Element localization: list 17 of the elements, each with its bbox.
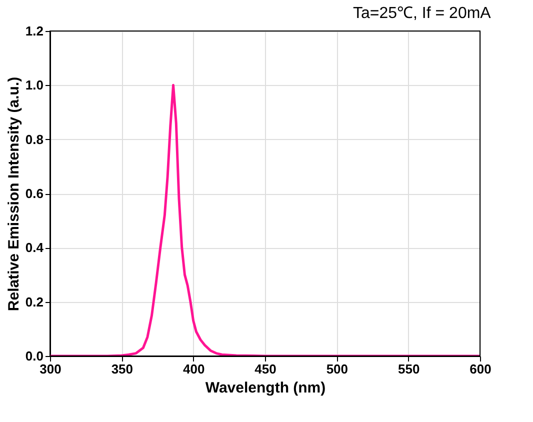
- x-tick-label: 550: [398, 362, 420, 376]
- y-tick-label: 0.4: [25, 240, 44, 256]
- y-tick-label: 1.0: [25, 78, 44, 93]
- y-tick-label: 0.8: [25, 132, 44, 147]
- y-axis-title: Relative Emission Intensity (a.u.): [5, 76, 22, 312]
- y-tick-label: 0.2: [25, 294, 44, 310]
- y-tick-label: 0.0: [25, 348, 44, 364]
- x-tick-label: 350: [111, 362, 134, 376]
- x-tick-label: 400: [182, 362, 205, 376]
- x-axis-title: Wavelength (nm): [205, 380, 326, 396]
- x-tick-label: 450: [254, 362, 276, 376]
- x-tick-label: 600: [470, 362, 492, 376]
- chart-title: Ta=25℃, If = 20mA: [352, 5, 492, 22]
- y-tick-label: 1.2: [25, 24, 44, 38]
- x-tick-label: 300: [40, 362, 62, 376]
- x-tick-label: 500: [326, 362, 348, 376]
- y-tick-label: 0.6: [25, 186, 44, 201]
